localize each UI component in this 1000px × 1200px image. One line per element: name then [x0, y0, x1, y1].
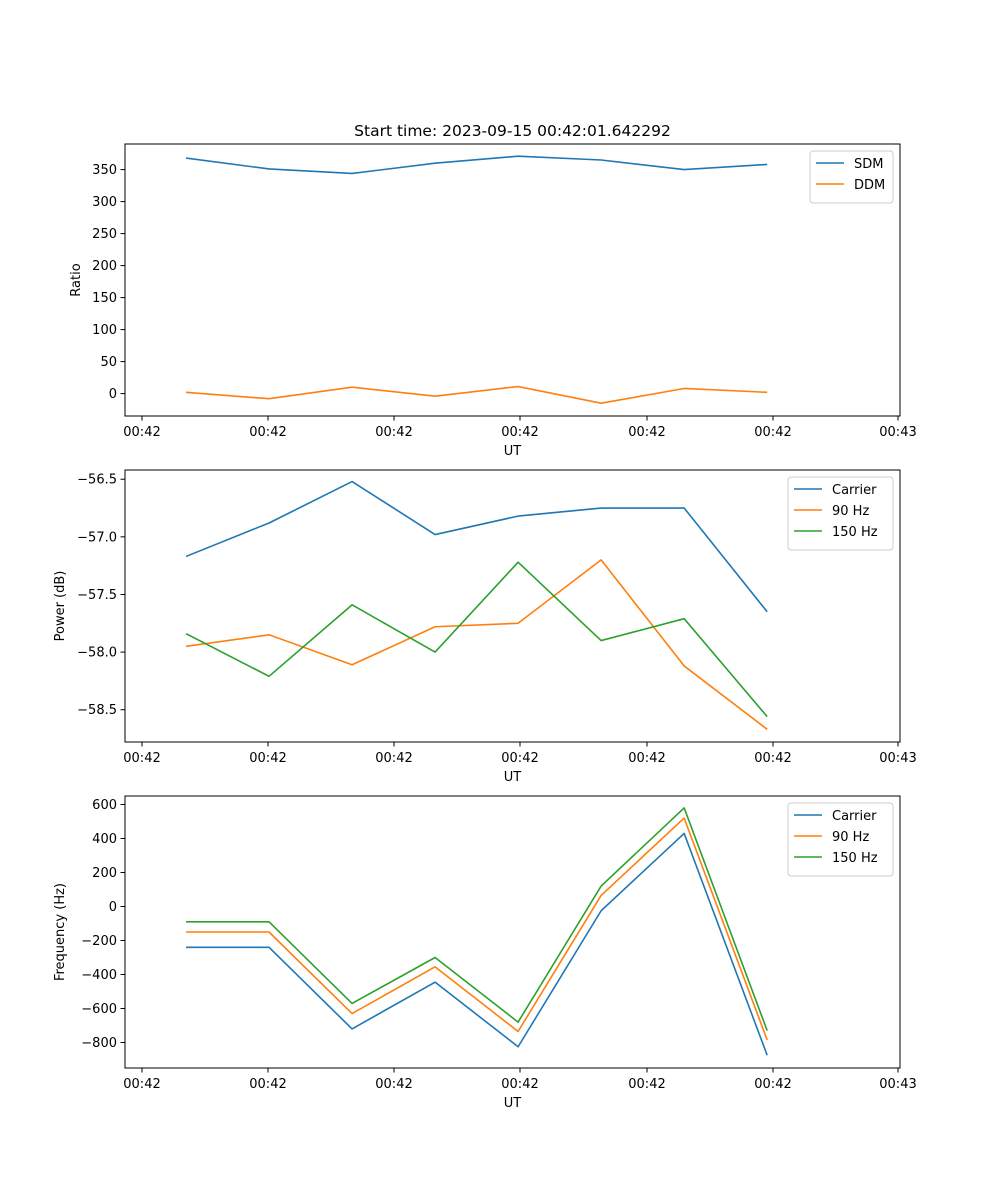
ratio-x-tick-label: 00:42: [628, 425, 665, 440]
frequency-axes-frame: [124, 795, 901, 1069]
power-legend-label: Carrier: [832, 483, 877, 498]
power-x-axis-label: UT: [504, 770, 522, 785]
power-y-axis-label: Power (dB): [53, 571, 68, 642]
ratio-legend-label: DDM: [854, 178, 885, 193]
power-x-tick-label: 00:42: [501, 751, 538, 766]
ratio-y-tick-label: 50: [100, 355, 117, 370]
power-x-tick-label: 00:42: [249, 751, 286, 766]
frequency-series-90-hz: [186, 817, 768, 1041]
ratio-y-axis-label: Ratio: [69, 263, 84, 296]
power-y-tick-label: −58.0: [77, 646, 117, 661]
frequency-panel: 00:42 00:42 00:42 00:42 00:42 00:42 00:43 −800 −…: [53, 795, 917, 1111]
power-legend-label: 150 Hz: [832, 525, 878, 540]
power-x-tick-label: 00:43: [879, 751, 916, 766]
ratio-series-ddm: [185, 385, 768, 405]
power-x-tick-label: 00:42: [628, 751, 665, 766]
ratio-y-tick-label: 100: [92, 323, 117, 338]
ratio-y-tick-label: 250: [92, 227, 117, 242]
frequency-x-tick-label: 00:42: [123, 1077, 160, 1092]
power-axes-frame: [124, 469, 901, 743]
frequency-y-tick-label: −200: [81, 934, 117, 949]
ratio-y-tick-label: 300: [92, 195, 117, 210]
frequency-x-tick-label: 00:43: [879, 1077, 916, 1092]
frequency-y-tick-label: −400: [81, 968, 117, 983]
frequency-y-tick-label: 0: [109, 900, 117, 915]
ratio-legend-label: SDM: [854, 157, 883, 172]
frequency-y-axis-label: Frequency (Hz): [53, 883, 68, 981]
power-y-tick-label: −57.0: [77, 530, 117, 545]
ratio-x-axis-label: UT: [504, 444, 522, 459]
frequency-legend-label: 150 Hz: [832, 851, 878, 866]
frequency-x-tick-label: 00:42: [754, 1077, 791, 1092]
figure-title: Start time: 2023-09-15 00:42:01.642292: [354, 122, 671, 140]
power-panel: 00:42 00:42 00:42 00:42 00:42 00:42 00:43 −58.5…: [53, 469, 917, 785]
frequency-y-tick-label: −800: [81, 1036, 117, 1051]
power-x-tick-label: 00:42: [123, 751, 160, 766]
ratio-x-tick-label: 00:42: [375, 425, 412, 440]
frequency-y-tick-label: −600: [81, 1002, 117, 1017]
power-x-tick-label: 00:42: [754, 751, 791, 766]
ratio-y-tick-label: 150: [92, 291, 117, 306]
ratio-panel: 00:42 00:42 00:42 00:42 00:42 00:42 00:43 0 50 10…: [69, 143, 917, 459]
ratio-y-tick-label: 350: [92, 163, 117, 178]
power-series-carrier: [185, 480, 768, 613]
ratio-x-tick-label: 00:42: [754, 425, 791, 440]
frequency-x-tick-label: 00:42: [501, 1077, 538, 1092]
ratio-x-tick-label: 00:42: [249, 425, 286, 440]
power-y-tick-label: −57.5: [77, 588, 117, 603]
frequency-x-tick-label: 00:42: [249, 1077, 286, 1092]
power-series-90-hz: [185, 559, 768, 730]
frequency-y-tick-label: 200: [92, 866, 117, 881]
ratio-legend: [809, 150, 894, 204]
frequency-legend-label: Carrier: [832, 809, 877, 824]
frequency-x-axis-label: UT: [504, 1096, 522, 1111]
ratio-axes-frame: [124, 143, 901, 417]
frequency-x-tick-label: 00:42: [628, 1077, 665, 1092]
frequency-x-tick-label: 00:42: [375, 1077, 412, 1092]
ratio-x-tick-label: 00:42: [501, 425, 538, 440]
frequency-series-150-hz: [186, 807, 768, 1031]
power-x-tick-label: 00:42: [375, 751, 412, 766]
frequency-y-tick-label: 600: [92, 798, 117, 813]
power-y-tick-label: −56.5: [77, 473, 117, 488]
ratio-y-tick-label: 200: [92, 259, 117, 274]
ratio-x-tick-label: 00:43: [879, 425, 916, 440]
power-y-tick-label: −58.5: [77, 703, 117, 718]
ratio-y-tick-label: 0: [109, 387, 117, 402]
power-legend-label: 90 Hz: [832, 504, 869, 519]
ratio-series-sdm: [185, 155, 768, 175]
frequency-y-tick-label: 400: [92, 832, 117, 847]
ratio-x-tick-label: 00:42: [123, 425, 160, 440]
frequency-series-carrier: [186, 832, 768, 1056]
frequency-legend-label: 90 Hz: [832, 830, 869, 845]
power-series-150-hz: [185, 561, 768, 718]
